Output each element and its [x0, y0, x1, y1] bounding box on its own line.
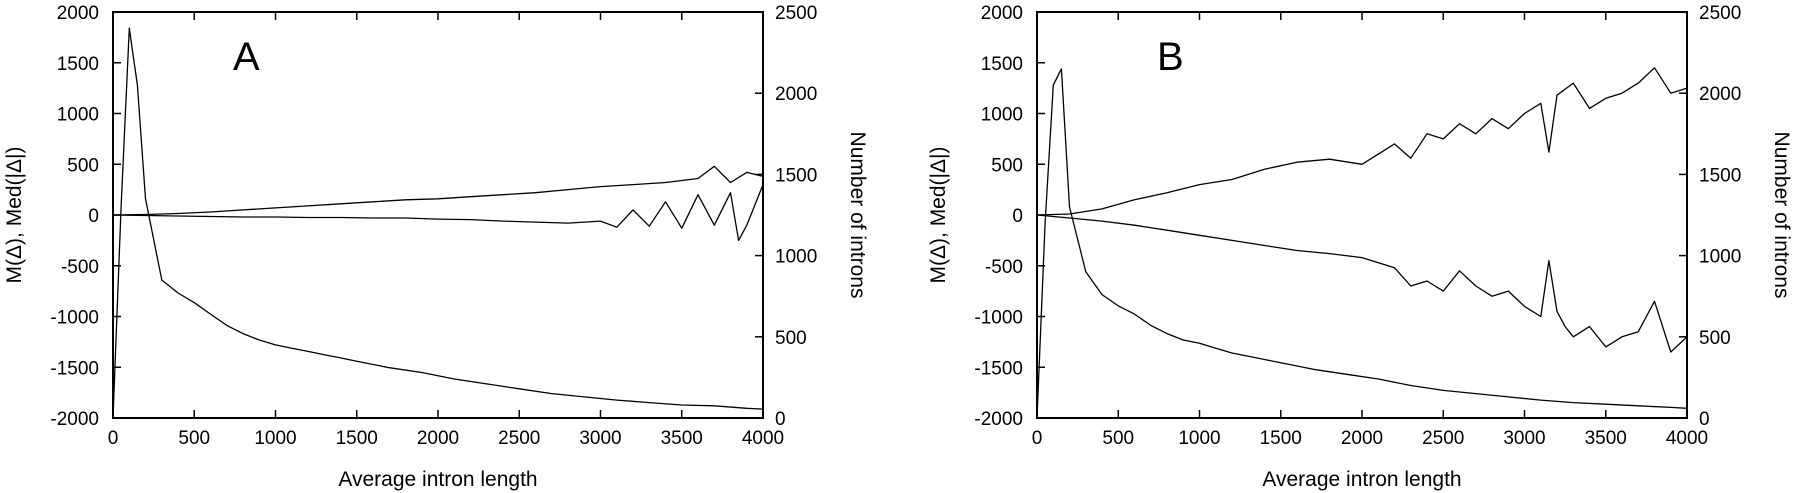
axis-ticks: 0 500 1000 1500 2000 2500 3000 3500 4000 -2000 -15… [50, 3, 817, 449]
x-tick-label: 2000 [417, 428, 459, 449]
y2-tick-label: 1500 [775, 165, 817, 186]
y2-tick-label: 1500 [1699, 165, 1741, 186]
x-axis-title: Average intron length [1262, 468, 1461, 491]
y-tick-label: -1500 [50, 358, 99, 379]
x-tick-label: 4000 [1666, 428, 1708, 449]
y-axis-title-left: M(Δ), Med(|Δ|) [927, 147, 950, 284]
y-tick-label: 1500 [57, 54, 99, 75]
panel-b: 0 500 1000 1500 2000 2500 3000 3500 4000 -2000 -15… [927, 3, 1793, 491]
y2-tick-label: 2000 [775, 84, 817, 105]
x-tick-label: 2500 [1422, 428, 1464, 449]
y-tick-label: 0 [1012, 206, 1023, 227]
y-tick-label: -1000 [974, 308, 1023, 329]
x-tick-label: 3000 [1503, 428, 1545, 449]
x-tick-label: 500 [1102, 428, 1134, 449]
x-tick-label: 2000 [1341, 428, 1383, 449]
y-tick-label: -1500 [974, 358, 1023, 379]
y-tick-label: 1500 [981, 54, 1023, 75]
y-tick-label: 2000 [981, 3, 1023, 24]
y-tick-label: -2000 [50, 409, 99, 430]
plot-frame [1036, 11, 1688, 419]
x-tick-label: 3500 [661, 428, 703, 449]
panel-a: 0 500 1000 1500 2000 2500 3000 3500 4000 -2000 -15… [3, 3, 869, 491]
y2-tick-label: 500 [1699, 328, 1731, 349]
y2-tick-label: 2500 [775, 3, 817, 24]
series-line-2 [112, 184, 764, 242]
y-tick-label: 0 [88, 206, 99, 227]
y2-tick-label: 0 [1699, 409, 1710, 430]
y-tick-label: -2000 [974, 409, 1023, 430]
series-group [112, 27, 764, 419]
series-line-3 [112, 27, 764, 419]
x-tick-label: 0 [108, 428, 119, 449]
x-tick-label: 1000 [1178, 428, 1220, 449]
y-tick-label: 500 [67, 155, 99, 176]
y-tick-label: 1000 [981, 105, 1023, 126]
x-tick-label: 1500 [1260, 428, 1302, 449]
panel-label: A [233, 35, 260, 79]
x-axis-title: Average intron length [338, 468, 537, 491]
x-tick-label: 1000 [254, 428, 296, 449]
x-tick-label: 2500 [498, 428, 540, 449]
x-tick-label: 500 [178, 428, 210, 449]
y2-tick-label: 1000 [1699, 247, 1741, 268]
axis-ticks: 0 500 1000 1500 2000 2500 3000 3500 4000 -2000 -15… [974, 3, 1741, 449]
series-line-3 [1036, 68, 1688, 419]
x-tick-label: 3000 [579, 428, 621, 449]
panel-label: B [1157, 35, 1184, 79]
y-tick-label: 2000 [57, 3, 99, 24]
series-group [1036, 67, 1688, 419]
y-axis-title-right: Number of introns [1770, 132, 1793, 299]
y2-tick-label: 500 [775, 328, 807, 349]
y2-tick-label: 0 [775, 409, 786, 430]
plot-frame [112, 11, 764, 419]
y2-tick-label: 1000 [775, 247, 817, 268]
y-tick-label: -500 [985, 257, 1023, 278]
y-tick-label: -500 [61, 257, 99, 278]
series-line-2 [1036, 214, 1688, 353]
y2-tick-label: 2000 [1699, 84, 1741, 105]
y-tick-label: 1000 [57, 105, 99, 126]
series-line-1 [1036, 67, 1688, 216]
x-tick-label: 4000 [742, 428, 784, 449]
y-tick-label: -1000 [50, 308, 99, 329]
x-tick-label: 0 [1032, 428, 1043, 449]
y-axis-title-right: Number of introns [846, 132, 869, 299]
y2-tick-label: 2500 [1699, 3, 1741, 24]
x-tick-label: 1500 [336, 428, 378, 449]
y-axis-title-left: M(Δ), Med(|Δ|) [3, 147, 26, 284]
series-line-1 [112, 165, 764, 216]
x-tick-label: 3500 [1585, 428, 1627, 449]
y-tick-label: 500 [991, 155, 1023, 176]
